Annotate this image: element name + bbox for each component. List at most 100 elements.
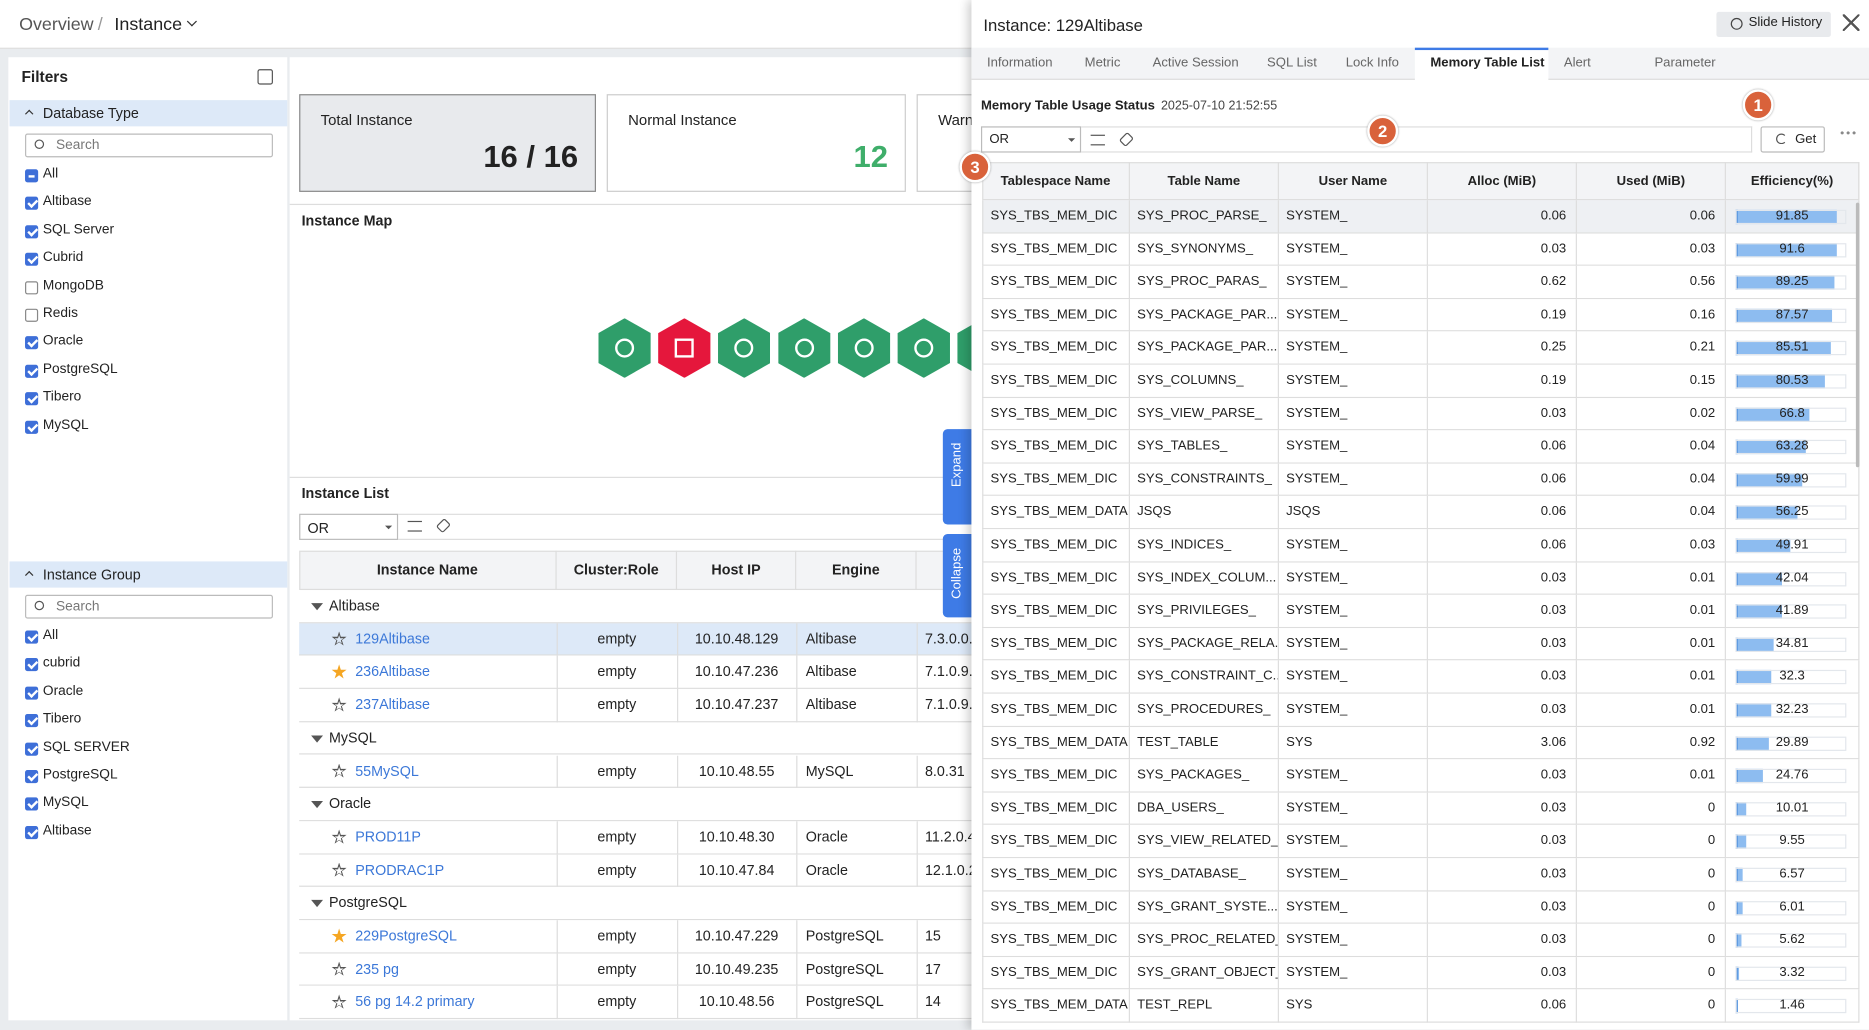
checkbox[interactable] bbox=[25, 658, 39, 672]
filter-select[interactable]: OR bbox=[299, 513, 399, 540]
breadcrumb-root[interactable]: Overview bbox=[19, 14, 94, 35]
instance-row[interactable] bbox=[299, 953, 991, 987]
checkbox[interactable] bbox=[25, 420, 39, 434]
instance-link[interactable]: 129Altibase bbox=[355, 630, 430, 647]
side-tab[interactable]: Expand bbox=[942, 429, 972, 525]
table-cell: 80.53 bbox=[1725, 364, 1860, 398]
group-caret[interactable] bbox=[311, 801, 324, 814]
table-cell: SYS_TBS_MEM_DIC bbox=[982, 759, 1130, 793]
version: 7.1.0.9. bbox=[924, 663, 973, 680]
checkbox[interactable] bbox=[25, 225, 39, 239]
checkbox[interactable] bbox=[25, 364, 39, 378]
table-cell: 0.92 bbox=[1576, 726, 1726, 760]
cell-text: DBA_USERS_ bbox=[1137, 800, 1224, 816]
checkbox[interactable] bbox=[25, 308, 39, 322]
instance-link[interactable]: 235 pg bbox=[355, 960, 399, 978]
breadcrumb-current[interactable]: Instance bbox=[114, 14, 183, 35]
checkbox[interactable] bbox=[25, 169, 39, 183]
checkbox[interactable] bbox=[25, 197, 39, 211]
table-cell: 34.81 bbox=[1725, 627, 1860, 661]
table-cell: SYS_PROCEDURES_ bbox=[1129, 693, 1279, 727]
instance-row[interactable] bbox=[299, 986, 991, 1020]
instance-link[interactable]: 55MySQL bbox=[355, 762, 419, 779]
group-caret[interactable] bbox=[311, 900, 324, 913]
cell-text: SYSTEM_ bbox=[1286, 537, 1348, 552]
table-cell: 0.03 bbox=[1427, 956, 1577, 990]
instance-row[interactable] bbox=[299, 821, 991, 855]
checkbox[interactable] bbox=[25, 336, 39, 350]
checkbox[interactable] bbox=[25, 797, 39, 811]
instance-link[interactable]: PROD11P bbox=[355, 828, 421, 845]
tab[interactable]: Information bbox=[986, 56, 1053, 71]
tab[interactable]: Memory Table List bbox=[1430, 56, 1545, 71]
engine-glyph bbox=[854, 338, 874, 358]
more-icon[interactable] bbox=[1839, 131, 1856, 135]
get-button[interactable]: Get bbox=[1760, 126, 1825, 153]
column-header: Used (MiB) bbox=[1577, 162, 1726, 201]
filter-value: OR bbox=[989, 132, 1009, 147]
table-cell: SYSTEM_ bbox=[1278, 595, 1428, 628]
checkbox[interactable] bbox=[25, 714, 39, 728]
checkbox[interactable] bbox=[25, 770, 39, 784]
cell-text: SYS_TBS_MEM_DATA bbox=[990, 998, 1128, 1013]
efficiency-track bbox=[1735, 407, 1847, 422]
instance-row[interactable] bbox=[299, 755, 991, 789]
cell-value: 0.03 bbox=[1540, 405, 1567, 421]
efficiency-value: 91.6 bbox=[1779, 241, 1805, 256]
table-cell: 0 bbox=[1576, 923, 1726, 957]
search-box[interactable]: Search bbox=[25, 594, 273, 619]
instance-row[interactable] bbox=[299, 656, 991, 690]
tab[interactable]: Parameter bbox=[1654, 56, 1716, 71]
instance-link[interactable]: 237Altibase bbox=[355, 696, 430, 713]
table-cell: SYSTEM_ bbox=[1278, 430, 1428, 464]
checkbox[interactable] bbox=[25, 686, 39, 700]
tab[interactable]: Active Session bbox=[1152, 56, 1239, 71]
engine: Oracle bbox=[805, 861, 848, 878]
group-caret[interactable] bbox=[311, 603, 324, 616]
table-cell: 41.89 bbox=[1725, 595, 1860, 628]
cluster-role: empty bbox=[597, 828, 637, 845]
instance-row[interactable] bbox=[299, 623, 991, 657]
table-cell: 0.15 bbox=[1576, 364, 1726, 398]
instance-link[interactable]: 229PostgreSQL bbox=[355, 927, 457, 945]
checkbox[interactable] bbox=[25, 392, 39, 406]
cluster-role: empty bbox=[597, 696, 637, 713]
filter-select[interactable]: OR bbox=[980, 126, 1082, 153]
instance-row[interactable] bbox=[299, 689, 991, 723]
tab[interactable]: Lock Info bbox=[1345, 56, 1399, 71]
cell-value: 0.62 bbox=[1540, 274, 1567, 289]
filter-icon[interactable] bbox=[1090, 134, 1105, 146]
slide-history-button[interactable]: Slide History bbox=[1716, 11, 1831, 37]
table-cell: 1.46 bbox=[1725, 989, 1860, 1023]
tab[interactable]: SQL List bbox=[1267, 56, 1317, 71]
tab[interactable]: Metric bbox=[1084, 56, 1121, 71]
instance-link[interactable]: 56 pg 14.2 primary bbox=[355, 993, 475, 1011]
instance-link[interactable]: 236Altibase bbox=[355, 663, 430, 680]
side-tab[interactable]: Collapse bbox=[942, 533, 972, 618]
table-header bbox=[982, 162, 1860, 201]
filter-icon[interactable] bbox=[407, 520, 422, 532]
side-tab-label: Collapse bbox=[949, 547, 965, 599]
table-cell: SYS_COLUMNS_ bbox=[1129, 364, 1279, 398]
instance-row[interactable] bbox=[299, 920, 991, 954]
instance-link[interactable]: PRODRAC1P bbox=[355, 861, 445, 878]
checkbox[interactable] bbox=[25, 742, 39, 756]
table-cell: SYSTEM_ bbox=[1278, 364, 1428, 398]
host-ip: 10.10.47.229 bbox=[694, 927, 779, 945]
cell-text: SYSTEM_ bbox=[1286, 800, 1348, 816]
cell-value: 0.03 bbox=[1540, 965, 1567, 980]
tab[interactable]: Alert bbox=[1563, 56, 1591, 71]
checkbox[interactable] bbox=[25, 252, 39, 267]
cell-border bbox=[556, 623, 558, 657]
checkbox[interactable] bbox=[25, 280, 39, 294]
table-cell: 5.62 bbox=[1725, 923, 1860, 957]
search-box[interactable]: Search bbox=[25, 133, 273, 158]
instance-row[interactable] bbox=[299, 854, 991, 888]
group-caret[interactable] bbox=[311, 735, 324, 748]
checkbox[interactable] bbox=[25, 630, 39, 644]
close-icon[interactable] bbox=[1842, 14, 1860, 31]
cell-text: SYS_TBS_MEM_DIC bbox=[990, 899, 1118, 914]
table-cell: SYSTEM_ bbox=[1278, 298, 1428, 332]
collapse-panel-icon[interactable] bbox=[257, 69, 273, 85]
checkbox[interactable] bbox=[25, 825, 39, 839]
